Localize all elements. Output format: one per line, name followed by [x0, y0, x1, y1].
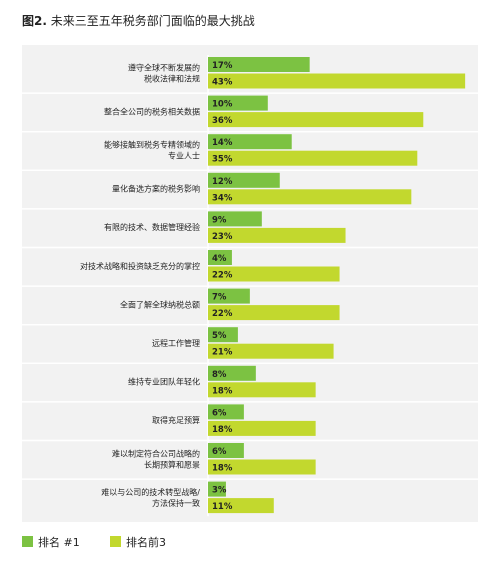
bar-top3	[208, 343, 334, 359]
bar-top3	[208, 382, 316, 398]
data-label: 17%	[212, 61, 233, 71]
data-label: 5%	[212, 331, 227, 341]
bar-rank1	[208, 288, 250, 304]
data-label: 14%	[212, 138, 233, 148]
category-label: 维持专业团队年轻化	[128, 377, 200, 387]
data-label: 6%	[212, 408, 227, 418]
bar-top3	[208, 227, 346, 243]
category-label: 难以与公司的技术转型战略/	[101, 487, 200, 497]
category-label: 量化备选方案的税务影响	[112, 184, 200, 194]
data-label: 6%	[212, 447, 227, 457]
category-label: 难以制定符合公司战略的	[112, 448, 200, 458]
data-label: 3%	[212, 486, 227, 496]
bar-top3	[208, 498, 274, 514]
bar-rank1	[208, 95, 268, 111]
data-label: 12%	[212, 177, 233, 187]
bar-rank1	[208, 481, 226, 497]
bar-top3	[208, 420, 316, 436]
legend-swatch-top3	[110, 536, 121, 547]
bar-top3	[208, 150, 418, 166]
data-label: 11%	[212, 502, 233, 512]
bar-rank1	[208, 404, 244, 420]
bar-rank1	[208, 134, 292, 150]
bar-rank1	[208, 211, 262, 227]
category-label: 有限的技术、数据管理经验	[104, 222, 200, 232]
chart-title: 图2. 未来三至五年税务部门面临的最大挑战	[22, 12, 255, 29]
bar-rank1	[208, 250, 232, 265]
category-label: 税收法律和法规	[144, 73, 200, 83]
category-label: 专业人士	[168, 150, 200, 160]
legend-label-top3: 排名前3	[126, 536, 166, 549]
data-label: 18%	[212, 425, 233, 435]
figure-title: 未来三至五年税务部门面临的最大挑战	[50, 14, 255, 28]
bar-rank1	[208, 57, 310, 72]
bar-top3	[208, 73, 466, 89]
data-label: 43%	[212, 78, 233, 88]
category-label: 长期预算和愿景	[144, 459, 200, 469]
category-label: 取得充足预算	[152, 415, 200, 425]
bar-top3	[208, 112, 424, 128]
data-label: 7%	[212, 293, 227, 303]
bar-top3	[208, 189, 412, 205]
category-label: 对技术战略和投资缺乏充分的掌控	[80, 261, 200, 271]
bar-rank1	[208, 172, 280, 188]
data-label: 4%	[212, 254, 227, 264]
data-label: 18%	[212, 386, 233, 396]
bar-top3	[208, 266, 340, 282]
bar-top3	[208, 459, 316, 475]
category-label: 方法保持一致	[152, 498, 200, 508]
data-label: 18%	[212, 464, 233, 474]
bar-top3	[208, 305, 340, 321]
data-label: 10%	[212, 100, 233, 110]
category-label: 能够接触到税务专精领域的	[104, 139, 200, 149]
category-label: 远程工作管理	[152, 338, 200, 348]
data-label: 8%	[212, 370, 227, 380]
category-label: 遵守全球不断发展的	[128, 62, 200, 72]
bar-rank1	[208, 365, 256, 381]
category-label: 全面了解全球纳税总额	[120, 299, 200, 309]
data-label: 23%	[212, 232, 233, 242]
data-label: 34%	[212, 193, 233, 203]
legend-label-rank1: 排名 #1	[38, 536, 80, 549]
data-label: 21%	[212, 348, 233, 358]
bar-rank1	[208, 443, 244, 458]
figure-label: 图2.	[22, 14, 47, 28]
data-label: 35%	[212, 155, 233, 165]
legend-swatch-rank1	[22, 536, 33, 547]
data-label: 36%	[212, 116, 233, 126]
bar-rank1	[208, 327, 238, 343]
data-label: 9%	[212, 215, 227, 225]
chart-panel: 17% 43% 遵守全球不断发展的 税收法律和法规 10% 36% 整合全公司的税务相关数据…	[22, 45, 478, 522]
category-label: 整合全公司的税务相关数据	[104, 106, 200, 116]
data-label: 22%	[212, 309, 233, 319]
data-label: 22%	[212, 271, 233, 281]
